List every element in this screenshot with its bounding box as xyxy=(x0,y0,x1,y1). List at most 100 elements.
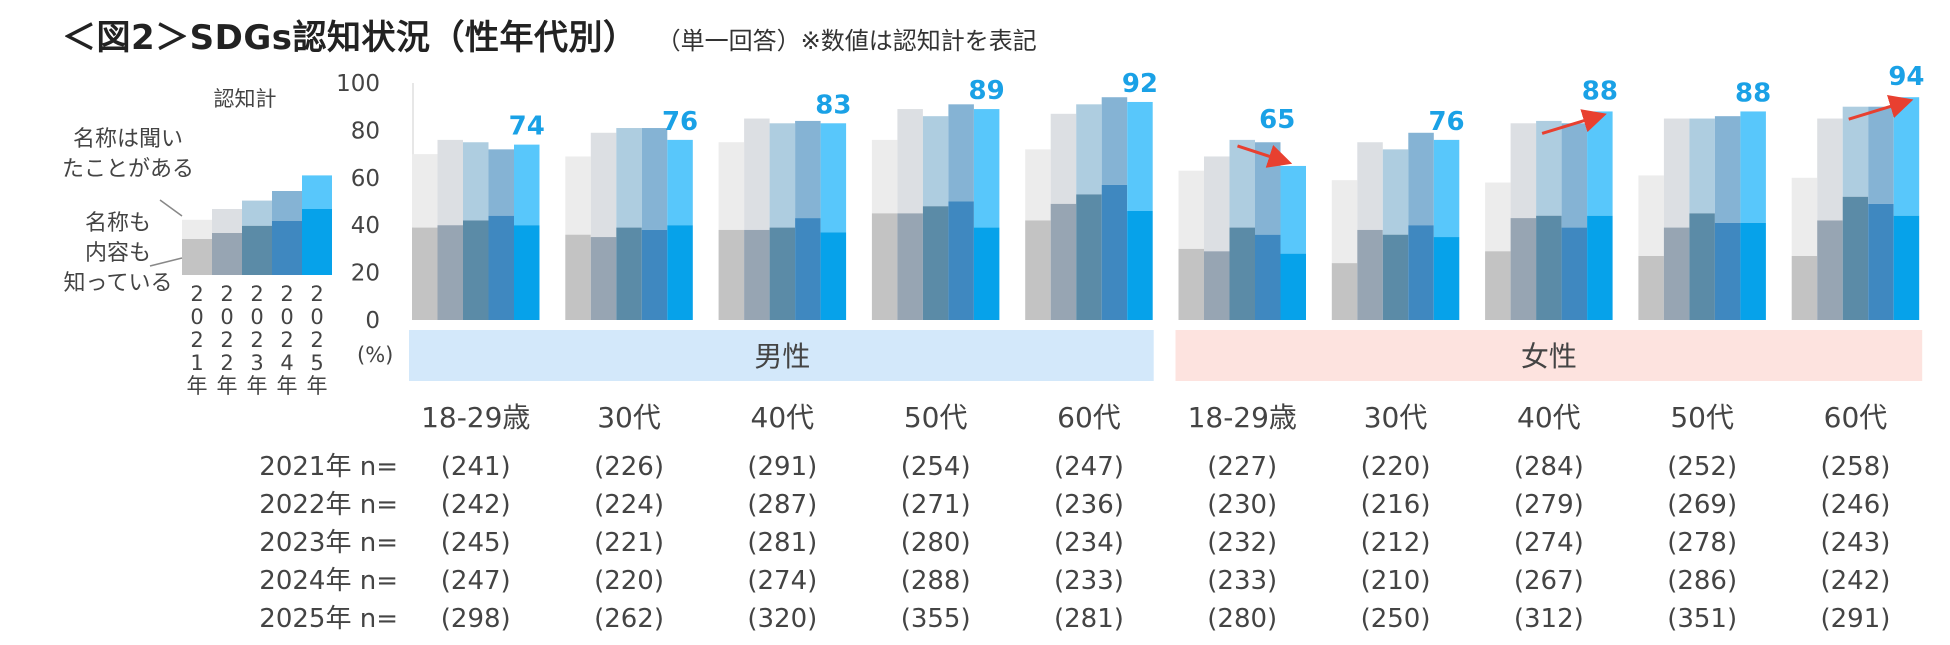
age-group-label: 40代 xyxy=(751,401,815,434)
data-label: 94 xyxy=(1888,62,1924,92)
legend-bar-total xyxy=(212,209,242,233)
legend-label-know: 知っている xyxy=(64,271,173,296)
bar-content-2021 xyxy=(412,227,438,320)
n-value: (269) xyxy=(1667,490,1737,520)
n-row-label: 2023年 n= xyxy=(259,528,398,558)
trend-arrow xyxy=(1237,144,1293,168)
bar-total-2022 xyxy=(1817,118,1843,221)
legend-bar-content xyxy=(182,239,212,275)
n-value: (233) xyxy=(1054,566,1124,596)
legend-bar-total xyxy=(182,219,212,239)
bar-content-2022 xyxy=(1663,227,1690,320)
legend-bar-content xyxy=(212,233,242,275)
legend-bar-total xyxy=(302,175,332,209)
n-row-label: 2025年 n= xyxy=(259,604,398,634)
bar-total-2025 xyxy=(820,123,847,233)
bar-content-2023 xyxy=(1689,213,1715,320)
legend-year-char: 2 xyxy=(220,282,233,306)
legend-year-char: 0 xyxy=(280,305,293,329)
bar-total-2023 xyxy=(1076,104,1102,195)
gender-bands: 男性 女性 18-29歳 30代 40代 50代 60代 18-29歳 30代 40代 50代 60代 xyxy=(409,330,1923,434)
bar-content-2021 xyxy=(1331,263,1358,320)
legend-year-char: 2 xyxy=(280,328,293,352)
n-value: (286) xyxy=(1667,566,1737,596)
data-label: 92 xyxy=(1122,69,1158,99)
bar-total-2021 xyxy=(1331,180,1358,264)
bar-content-2022 xyxy=(437,225,463,320)
bar-content-2025 xyxy=(1740,222,1766,320)
n-value: (247) xyxy=(1054,452,1124,482)
bar-content-2024 xyxy=(1255,234,1281,320)
bar-content-2023 xyxy=(1382,234,1409,320)
n-value: (242) xyxy=(441,490,511,520)
plot-bars: 74 76 83 89 92 65 76 88 88 94 xyxy=(412,62,1925,320)
bar-content-2022 xyxy=(590,237,617,320)
bar-total-2021 xyxy=(412,154,438,228)
n-value: (242) xyxy=(1820,566,1890,596)
legend-label-heard: たことがある xyxy=(62,157,194,182)
data-label: 76 xyxy=(1428,107,1464,137)
n-value: (254) xyxy=(901,452,971,482)
bar-total-2024 xyxy=(1714,116,1741,223)
bar-content-2024 xyxy=(1714,222,1741,320)
legend-leader-know xyxy=(149,257,183,267)
n-value: (245) xyxy=(441,528,511,558)
data-label: 83 xyxy=(815,90,851,120)
n-value: (355) xyxy=(901,604,971,634)
n-value: (351) xyxy=(1667,604,1737,634)
legend-year-char: 2 xyxy=(250,282,263,306)
y-tick-label: 0 xyxy=(365,308,380,334)
legend-year-char: 5 xyxy=(310,351,323,375)
trend-arrow xyxy=(1541,109,1607,135)
legend-bar-content xyxy=(302,209,332,275)
bar-content-2023 xyxy=(922,206,949,320)
y-tick-label: 60 xyxy=(351,166,380,192)
bar-content-2023 xyxy=(1842,196,1869,320)
age-group-label: 60代 xyxy=(1824,401,1888,434)
legend-year-char: 4 xyxy=(280,351,293,375)
n-value: (216) xyxy=(1361,490,1431,520)
age-group-label: 18-29歳 xyxy=(1188,401,1297,434)
bar-content-2022 xyxy=(1817,220,1843,320)
bar-total-2022 xyxy=(1510,123,1537,219)
bar-content-2024 xyxy=(1101,184,1128,320)
bar-content-2023 xyxy=(769,227,796,320)
y-tick-label: 80 xyxy=(351,118,380,144)
legend: 認知計2021年2022年2023年2024年2025年名称は聞いたことがある名… xyxy=(62,87,332,398)
sample-size-table: 2021年 n= (241) (226) (291) (254) (247) (227) (2… xyxy=(259,452,1890,634)
bar-total-2023 xyxy=(1536,120,1562,216)
bar-content-2022 xyxy=(897,213,923,320)
bar-total-2022 xyxy=(1050,113,1077,204)
n-value: (234) xyxy=(1054,528,1124,558)
legend-label-know: 名称も xyxy=(85,211,151,236)
legend-label-know: 内容も xyxy=(85,241,151,266)
legend-year-char: 2 xyxy=(310,282,323,306)
bar-total-2021 xyxy=(1178,170,1204,249)
legend-year-char: 2 xyxy=(220,351,233,375)
legend-year-char: 年 xyxy=(217,374,238,398)
n-value: (252) xyxy=(1667,452,1737,482)
bar-total-2024 xyxy=(488,149,514,216)
gender-band xyxy=(409,330,1154,381)
legend-year-char: 1 xyxy=(190,351,203,375)
bar-content-2025 xyxy=(973,227,1000,320)
legend-leader-heard xyxy=(159,199,183,217)
legend-year-char: 0 xyxy=(220,305,233,329)
bar-content-2025 xyxy=(1893,215,1920,320)
bar-total-2023 xyxy=(769,123,796,228)
chart-title: ＜図2＞SDGs認知状況（性年代別） xyxy=(62,18,638,58)
n-value: (250) xyxy=(1361,604,1431,634)
bar-total-2023 xyxy=(1382,149,1409,235)
bar-content-2025 xyxy=(1127,210,1153,320)
legend-year-char: 0 xyxy=(310,305,323,329)
legend-year-char: 年 xyxy=(307,374,328,398)
bar-total-2024 xyxy=(1101,97,1128,185)
legend-year-char: 2 xyxy=(310,328,323,352)
n-value: (232) xyxy=(1207,528,1277,558)
y-tick-label: 100 xyxy=(336,71,380,97)
bar-content-2022 xyxy=(1204,251,1230,320)
bar-content-2023 xyxy=(1076,194,1102,320)
legend-title: 認知計 xyxy=(214,87,277,111)
bar-content-2023 xyxy=(1229,227,1255,320)
